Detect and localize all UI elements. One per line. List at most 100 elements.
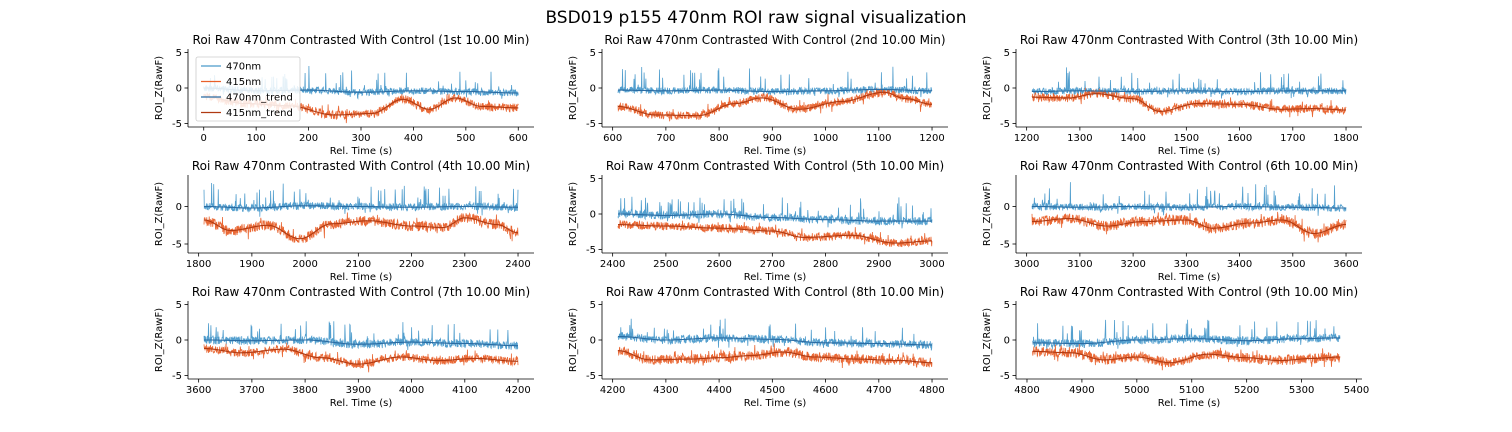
- x-tick-label: 4000: [399, 385, 424, 396]
- x-tick-label: 4200: [600, 385, 625, 396]
- x-tick-label: 4500: [760, 385, 785, 396]
- x-tick-label: 3600: [186, 385, 211, 396]
- x-tick-label: 2000: [292, 259, 317, 270]
- y-axis-label: ROI_Z(RawF): [568, 308, 579, 372]
- series-415nm: [617, 343, 933, 369]
- y-tick-label: 0: [176, 84, 182, 95]
- x-tick-label: 500: [456, 133, 475, 144]
- x-tick-label: 1800: [186, 259, 211, 270]
- x-tick-label: 800: [710, 133, 729, 144]
- y-tick-label: -5: [1000, 119, 1010, 130]
- x-tick-label: 3000: [1014, 259, 1039, 270]
- x-tick-label: 2400: [600, 259, 625, 270]
- plot-area: [1031, 67, 1347, 118]
- plot-area: [617, 196, 933, 248]
- series-415nm_trend: [203, 347, 519, 365]
- legend-label: 415nm_trend: [226, 108, 293, 119]
- y-tick-label: 0: [1004, 202, 1010, 213]
- y-tick-label: 5: [176, 300, 182, 311]
- y-axis-label: ROI_Z(RawF): [568, 182, 579, 246]
- x-axis-label: Rel. Time (s): [1158, 146, 1221, 157]
- panel-title: Roi Raw 470nm Contrasted With Control (3…: [1020, 33, 1358, 47]
- x-tick-label: 3200: [1120, 259, 1145, 270]
- series-470nm_trend: [618, 213, 932, 222]
- series-415nm: [1031, 87, 1347, 118]
- x-tick-label: 2600: [706, 259, 731, 270]
- plot-area: [203, 321, 519, 373]
- x-tick-label: 3000: [919, 259, 944, 270]
- series-470nm_trend: [1032, 337, 1340, 345]
- y-axis-label: ROI_Z(RawF): [568, 56, 579, 120]
- plot-area: [1031, 182, 1347, 243]
- x-axis-label: Rel. Time (s): [330, 146, 393, 157]
- x-tick-label: 1700: [1280, 133, 1305, 144]
- series-470nm: [617, 318, 933, 351]
- x-tick-label: 1000: [813, 133, 838, 144]
- x-tick-label: 0: [201, 133, 207, 144]
- y-tick-label: 0: [590, 84, 596, 95]
- x-tick-label: 4100: [452, 385, 477, 396]
- series-415nm_trend: [617, 350, 932, 364]
- series-470nm_trend: [204, 205, 519, 209]
- series-415nm_trend: [1032, 93, 1346, 112]
- y-tick-label: 0: [176, 336, 182, 347]
- panel-title: Roi Raw 470nm Contrasted With Control (9…: [1020, 285, 1358, 299]
- x-tick-label: 1300: [1067, 133, 1092, 144]
- x-tick-label: 200: [299, 133, 318, 144]
- x-tick-label: 3400: [1227, 259, 1252, 270]
- panel-7: Roi Raw 470nm Contrasted With Control (7…: [154, 285, 534, 409]
- series-470nm: [203, 321, 519, 351]
- series-415nm_trend: [203, 217, 519, 240]
- x-tick-label: 1500: [1174, 133, 1199, 144]
- x-tick-label: 5000: [1124, 385, 1149, 396]
- x-axis-label: Rel. Time (s): [1158, 398, 1221, 409]
- panel-8: Roi Raw 470nm Contrasted With Control (8…: [568, 285, 948, 409]
- x-tick-label: 2100: [346, 259, 371, 270]
- panel-9: Roi Raw 470nm Contrasted With Control (9…: [982, 285, 1369, 409]
- x-tick-label: 4800: [1014, 385, 1039, 396]
- y-tick-label: -5: [1000, 371, 1010, 382]
- y-axis-label: ROI_Z(RawF): [154, 56, 165, 120]
- series-470nm_trend: [618, 88, 932, 93]
- series-470nm: [1032, 319, 1341, 353]
- series-415nm: [1032, 343, 1341, 371]
- y-tick-label: -5: [1000, 240, 1010, 251]
- series-470nm: [617, 196, 933, 229]
- x-tick-label: 1100: [866, 133, 891, 144]
- x-axis-label: Rel. Time (s): [330, 272, 393, 283]
- y-tick-label: -5: [586, 119, 596, 130]
- x-tick-label: 3500: [1280, 259, 1305, 270]
- legend-label: 470nm: [226, 62, 261, 73]
- y-tick-label: -5: [172, 371, 182, 382]
- series-415nm_trend: [1032, 350, 1340, 364]
- x-tick-label: 300: [351, 133, 370, 144]
- figure-title: BSD019 p155 470nm ROI raw signal visuali…: [545, 8, 966, 28]
- x-tick-label: 4300: [653, 385, 678, 396]
- x-tick-label: 2900: [866, 259, 891, 270]
- x-tick-label: 1400: [1120, 133, 1145, 144]
- series-415nm_trend: [618, 224, 933, 244]
- series-470nm: [1031, 182, 1347, 216]
- y-tick-label: 0: [590, 336, 596, 347]
- panel-title: Roi Raw 470nm Contrasted With Control (5…: [606, 159, 944, 173]
- legend: 470nm 415nm 470nm_trend 415nm_trend: [195, 56, 301, 122]
- y-tick-label: 5: [590, 174, 596, 185]
- y-tick-label: 0: [590, 210, 596, 221]
- x-axis-label: Rel. Time (s): [1158, 272, 1221, 283]
- y-tick-label: 5: [1004, 48, 1010, 59]
- x-tick-label: 5200: [1234, 385, 1259, 396]
- y-tick-label: 0: [1004, 84, 1010, 95]
- x-axis-label: Rel. Time (s): [744, 146, 807, 157]
- x-axis-label: Rel. Time (s): [744, 398, 807, 409]
- x-tick-label: 4400: [706, 385, 731, 396]
- panel-title: Roi Raw 470nm Contrasted With Control (8…: [606, 285, 944, 299]
- x-axis-label: Rel. Time (s): [330, 398, 393, 409]
- y-axis-label: ROI_Z(RawF): [154, 308, 165, 372]
- legend-label: 470nm_trend: [226, 93, 293, 104]
- plot-area: [1032, 319, 1341, 371]
- panel-2: Roi Raw 470nm Contrasted With Control (2…: [568, 33, 948, 157]
- y-axis-label: ROI_Z(RawF): [154, 182, 165, 246]
- x-tick-label: 2500: [653, 259, 678, 270]
- x-tick-label: 4200: [505, 385, 530, 396]
